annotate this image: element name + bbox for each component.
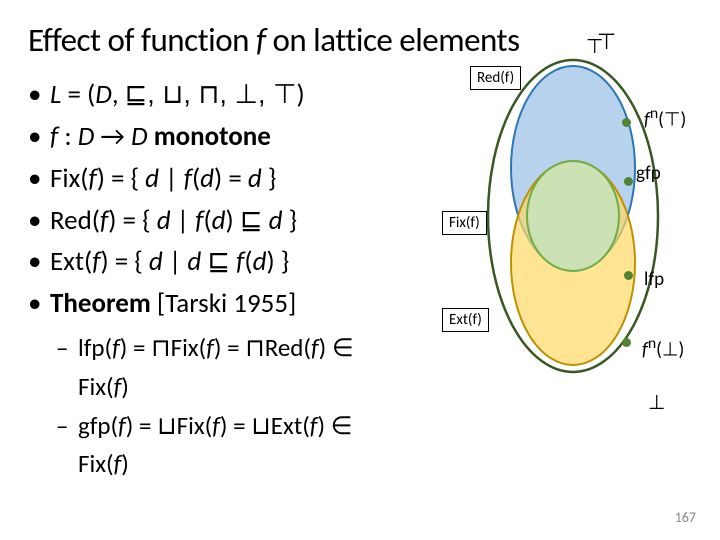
page-number: 167 (675, 509, 696, 526)
title-fvar: f (256, 20, 266, 60)
bullet-2: f : D → D monotone (28, 116, 408, 158)
label-ext: Ext(f) (442, 308, 489, 332)
venn-diagram: Red(f) Fix(f) Ext(f) gfp lfp fn(⊤) fn(⊥)… (408, 68, 692, 378)
fix-ellipse (527, 161, 619, 271)
label-gfp: gfp (636, 162, 661, 185)
dot-fn-bot (622, 338, 631, 347)
dot-lfp (624, 271, 633, 280)
sub-2: gfp(f) = ⊔Fix(f) = ⊔Ext(f) ∈ Fix(f) (56, 407, 408, 485)
title-suffix: on lattice elements (266, 20, 520, 60)
bullet-3: Fix(f) = { d | f(d) = d } (28, 158, 408, 200)
slide: Effect of function f on lattice elements… (0, 0, 720, 540)
bullet-6: Theorem [Tarski 1955] (28, 283, 408, 325)
title-top-glyph: ⊤ (597, 28, 616, 55)
bot-symbol: ⊥ (648, 390, 665, 415)
sub-bullet-list: lfp(f) = ⊓Fix(f) = ⊓Red(f) ∈ Fix(f) gfp(… (56, 329, 408, 484)
label-fix: Fix(f) (442, 211, 487, 235)
content-row: LL = (D, = (D, ⊑, ⊔, ⊓, ⊥, ⊤) f : D → D … (28, 68, 692, 484)
label-fn-top: fn(⊤) (644, 104, 686, 131)
dot-fn-top (622, 118, 631, 127)
label-red: Red(f) (470, 66, 521, 90)
sub-1: lfp(f) = ⊓Fix(f) = ⊓Red(f) ∈ Fix(f) (56, 329, 408, 407)
bullet-5: Ext(f) = { d | d ⊑ f(d) } (28, 241, 408, 283)
title-prefix: Effect of function (28, 20, 256, 60)
label-fn-bot: fn(⊥) (642, 334, 684, 361)
dot-gfp (624, 177, 633, 186)
bullet-1: LL = (D, = (D, ⊑, ⊔, ⊓, ⊥, ⊤) (28, 74, 408, 116)
bullet-list: LL = (D, = (D, ⊑, ⊔, ⊓, ⊥, ⊤) f : D → D … (28, 68, 408, 484)
bullet-4: Red(f) = { d | f(d) ⊑ d } (28, 200, 408, 242)
label-lfp: lfp (644, 268, 664, 291)
